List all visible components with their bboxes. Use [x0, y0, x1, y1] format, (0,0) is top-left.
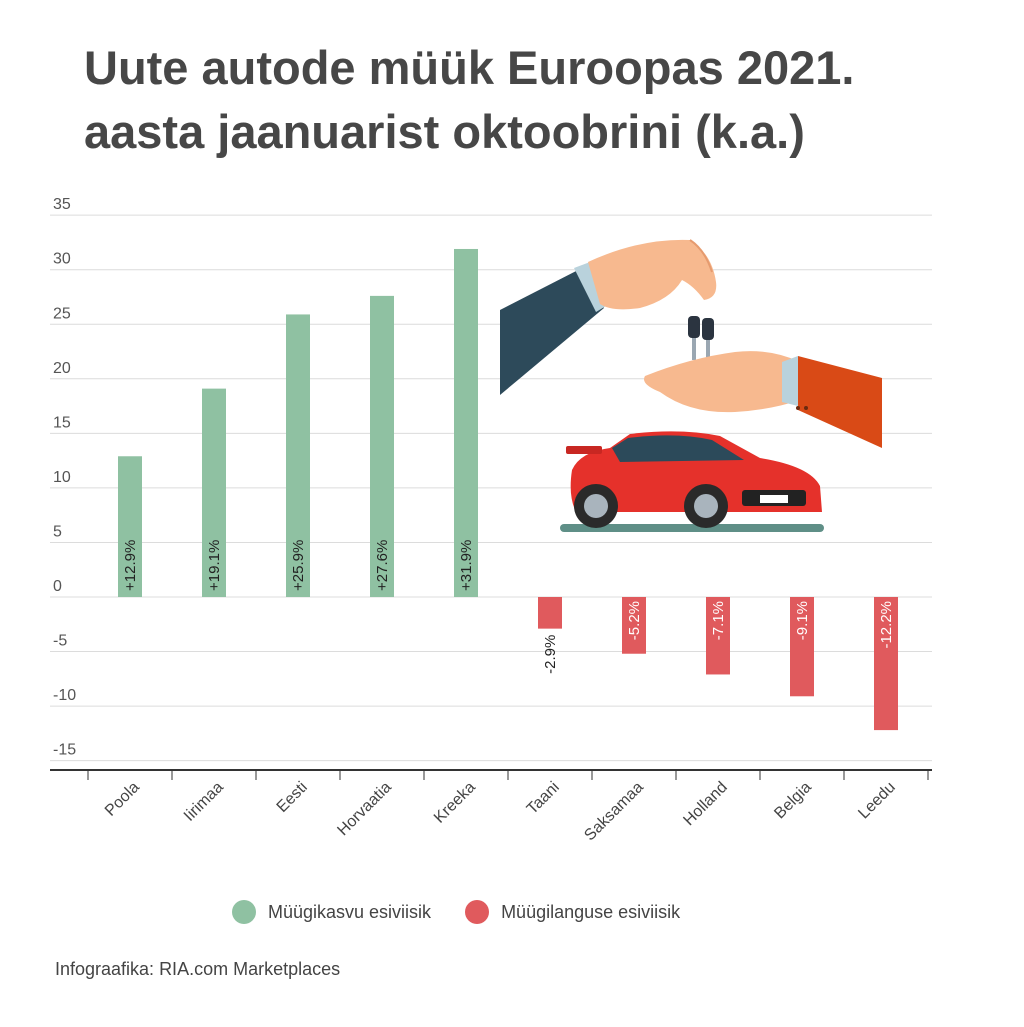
x-category-label: Horvaatia	[334, 779, 395, 840]
y-tick-label: 35	[53, 196, 71, 213]
x-category-label: Leedu	[855, 779, 898, 822]
y-tick-label: 0	[53, 578, 62, 595]
bar	[202, 388, 226, 597]
bar-value-label: -9.1%	[794, 601, 811, 640]
title-line-1: Uute autode müük Euroopas 2021.	[84, 41, 855, 94]
bar	[118, 456, 142, 597]
bar	[706, 597, 730, 675]
x-category-label: Poola	[102, 779, 143, 820]
bar-value-labels: +12.9% +19.1% +25.9% +27.6% +31.9% -2.9% -5.2%…	[122, 540, 895, 674]
y-tick-label: 5	[53, 523, 62, 540]
y-tick-label: -15	[53, 742, 76, 759]
x-category-label: Holland	[680, 779, 730, 829]
y-tick-label: 10	[53, 469, 71, 486]
bar	[874, 597, 898, 731]
bar-value-label: +25.9%	[290, 540, 307, 591]
x-category-label: Saksamaa	[581, 779, 647, 845]
y-axis-tick-labels: 35 30 25 20 15 10 5 0 -5 -10 -15	[53, 196, 76, 759]
bar-value-label: +31.9%	[458, 540, 475, 591]
bar-value-label: -2.9%	[542, 635, 559, 674]
legend: Müügikasvu esiviisik Müügilanguse esivii…	[232, 900, 680, 924]
bar	[370, 295, 394, 597]
x-category-label: Belgia	[771, 779, 815, 823]
y-tick-label: -10	[53, 687, 76, 704]
y-tick-label: 30	[53, 251, 71, 268]
bar-value-label: -5.2%	[626, 601, 643, 640]
legend-item-negative: Müügilanguse esiviisik	[465, 900, 680, 924]
x-axis	[50, 769, 932, 780]
legend-negative-swatch	[465, 900, 490, 924]
hand-giving-keys-icon	[500, 239, 717, 395]
car-keys-icon	[688, 316, 714, 360]
bar-value-label: -7.1%	[710, 601, 727, 640]
legend-negative-label: Müügilanguse esiviisik	[501, 901, 681, 922]
y-tick-label: -5	[53, 633, 67, 650]
legend-positive-label: Müügikasvu esiviisik	[268, 901, 432, 922]
y-tick-label: 20	[53, 360, 71, 377]
bar-value-label: -12.2%	[878, 601, 895, 649]
x-category-label: Iirimaa	[181, 779, 227, 825]
bar	[538, 597, 562, 629]
chart-title: Uute autode müük Euroopas 2021. aasta ja…	[84, 36, 984, 164]
hand-receiving-keys-icon	[644, 351, 882, 448]
source-credit: Infograafika: RIA.com Marketplaces	[55, 959, 341, 979]
y-tick-label: 15	[53, 414, 71, 431]
x-category-label: Kreeka	[431, 779, 479, 827]
bar-value-label: +12.9%	[122, 540, 139, 591]
bar	[790, 597, 814, 697]
red-sports-car-icon	[560, 431, 824, 532]
x-category-label: Eesti	[274, 779, 311, 816]
legend-positive-swatch	[232, 900, 256, 924]
bar	[286, 314, 310, 597]
bar-chart: 35 30 25 20 15 10 5 0 -5 -10 -15	[50, 196, 932, 845]
bar-value-label: +27.6%	[374, 540, 391, 591]
title-line-2: aasta jaanuarist oktoobrini (k.a.)	[84, 105, 805, 158]
legend-item-positive: Müügikasvu esiviisik	[232, 900, 431, 924]
bar	[454, 248, 478, 597]
bar	[622, 597, 646, 654]
bars	[118, 248, 898, 731]
x-axis-category-labels: Poola Iirimaa Eesti Horvaatia Kreeka Taani Sak…	[102, 779, 899, 845]
bar-value-label: +19.1%	[206, 540, 223, 591]
x-category-label: Taani	[524, 779, 563, 818]
car-purchase-illustration	[500, 239, 882, 532]
y-tick-label: 25	[53, 305, 71, 322]
